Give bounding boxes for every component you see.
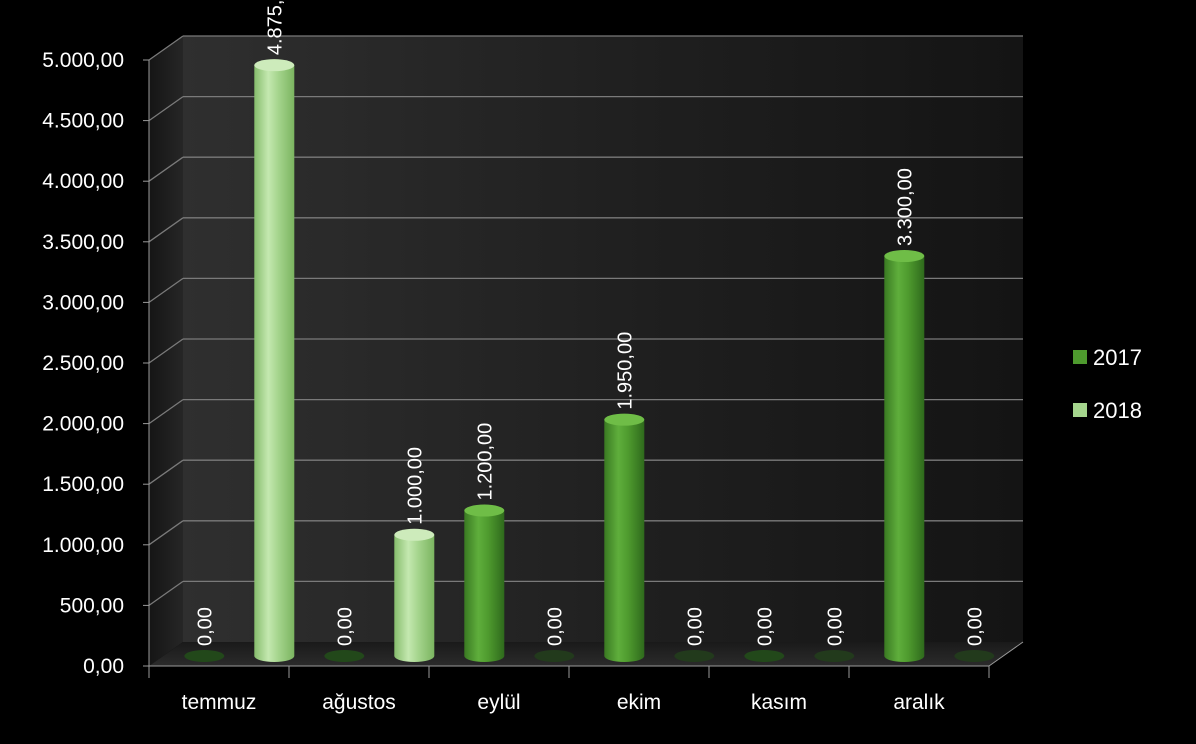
x-tick-label: kasım — [751, 691, 807, 714]
gridline-side — [148, 459, 184, 485]
bar-body — [394, 534, 435, 662]
y-axis: 0,00 500,00 1.000,00 1.500,00 2.000,00 2.500,… — [42, 49, 150, 678]
data-label: 0,00 — [194, 607, 216, 646]
bar-base — [184, 650, 225, 662]
bar-base — [324, 650, 365, 662]
data-label: 0,00 — [334, 607, 356, 646]
gridline-side — [148, 580, 184, 606]
bar-top — [394, 528, 435, 541]
bar — [814, 650, 855, 662]
y-tick-label: 0,00 — [83, 655, 124, 678]
gridline-side — [148, 35, 184, 61]
legend-swatch-2018 — [1073, 403, 1087, 417]
legend-item: 2018 — [1073, 398, 1142, 423]
x-axis-depth-line — [988, 641, 1024, 667]
legend-swatch-2017 — [1073, 350, 1087, 364]
bar — [394, 528, 435, 662]
bar — [534, 650, 575, 662]
bar-base — [954, 650, 995, 662]
x-tick-label: ekim — [617, 691, 661, 714]
gridline-side — [148, 277, 184, 303]
y-tick-label: 500,00 — [60, 594, 124, 617]
gridline-side — [148, 156, 184, 182]
legend-label-2018: 2018 — [1093, 398, 1142, 423]
gridline-side — [148, 399, 184, 425]
legend: 2017 2018 — [1073, 345, 1142, 423]
x-tick-label: ağustos — [322, 691, 396, 714]
bar-top — [254, 59, 295, 72]
bar-base — [814, 650, 855, 662]
bar-body — [884, 256, 925, 662]
bar — [464, 504, 505, 662]
y-tick-label: 2.500,00 — [42, 352, 124, 375]
bar-base — [744, 650, 785, 662]
data-labels: 0,00 4.875,00 0,00 1.000,00 1.200,00 0,00 1.95… — [194, 0, 986, 646]
data-label: 0,00 — [754, 607, 776, 646]
y-tick-label: 3.500,00 — [42, 231, 124, 254]
bar — [744, 650, 785, 662]
y-tick-label: 1.500,00 — [42, 473, 124, 496]
bar — [184, 650, 225, 662]
bar-base — [534, 650, 575, 662]
gridline-side — [148, 217, 184, 243]
y-tick-label: 2.000,00 — [42, 413, 124, 436]
data-label: 0,00 — [964, 607, 986, 646]
x-tick-label: eylül — [477, 691, 520, 714]
data-label: 1.950,00 — [614, 332, 636, 410]
bar-top — [604, 413, 645, 426]
legend-item: 2017 — [1073, 345, 1142, 370]
y-tick-label: 1.000,00 — [42, 534, 124, 557]
gridline-side — [148, 520, 184, 546]
x-axis: temmuz ağustos eylül ekim kasım aralık — [148, 641, 1024, 714]
data-label: 3.300,00 — [894, 168, 916, 246]
bar — [674, 650, 715, 662]
y-tick-label: 4.500,00 — [42, 110, 124, 133]
data-label: 1.200,00 — [474, 423, 496, 501]
bar — [254, 59, 295, 662]
y-tick-label: 5.000,00 — [42, 49, 124, 72]
data-label: 0,00 — [684, 607, 706, 646]
data-label: 4.875,00 — [264, 0, 286, 55]
bar-top — [884, 250, 925, 263]
bars — [184, 59, 995, 662]
gridline-side — [148, 338, 184, 364]
bar-body — [604, 419, 645, 662]
gridlines — [148, 35, 1023, 606]
bar — [604, 413, 645, 662]
x-tick-label: aralık — [893, 691, 945, 714]
data-label: 1.000,00 — [404, 447, 426, 525]
bar-body — [464, 510, 505, 662]
gridline-side — [148, 96, 184, 122]
floor — [149, 642, 1023, 666]
bar-top — [464, 504, 505, 517]
bar-base — [674, 650, 715, 662]
bar-body — [254, 65, 295, 662]
data-label: 0,00 — [824, 607, 846, 646]
x-tick-label: temmuz — [182, 691, 257, 714]
y-tick-label: 3.000,00 — [42, 291, 124, 314]
legend-label-2017: 2017 — [1093, 345, 1142, 370]
y-tick-label: 4.000,00 — [42, 170, 124, 193]
data-label: 0,00 — [544, 607, 566, 646]
bar — [954, 650, 995, 662]
bar — [324, 650, 365, 662]
bar — [884, 250, 925, 662]
